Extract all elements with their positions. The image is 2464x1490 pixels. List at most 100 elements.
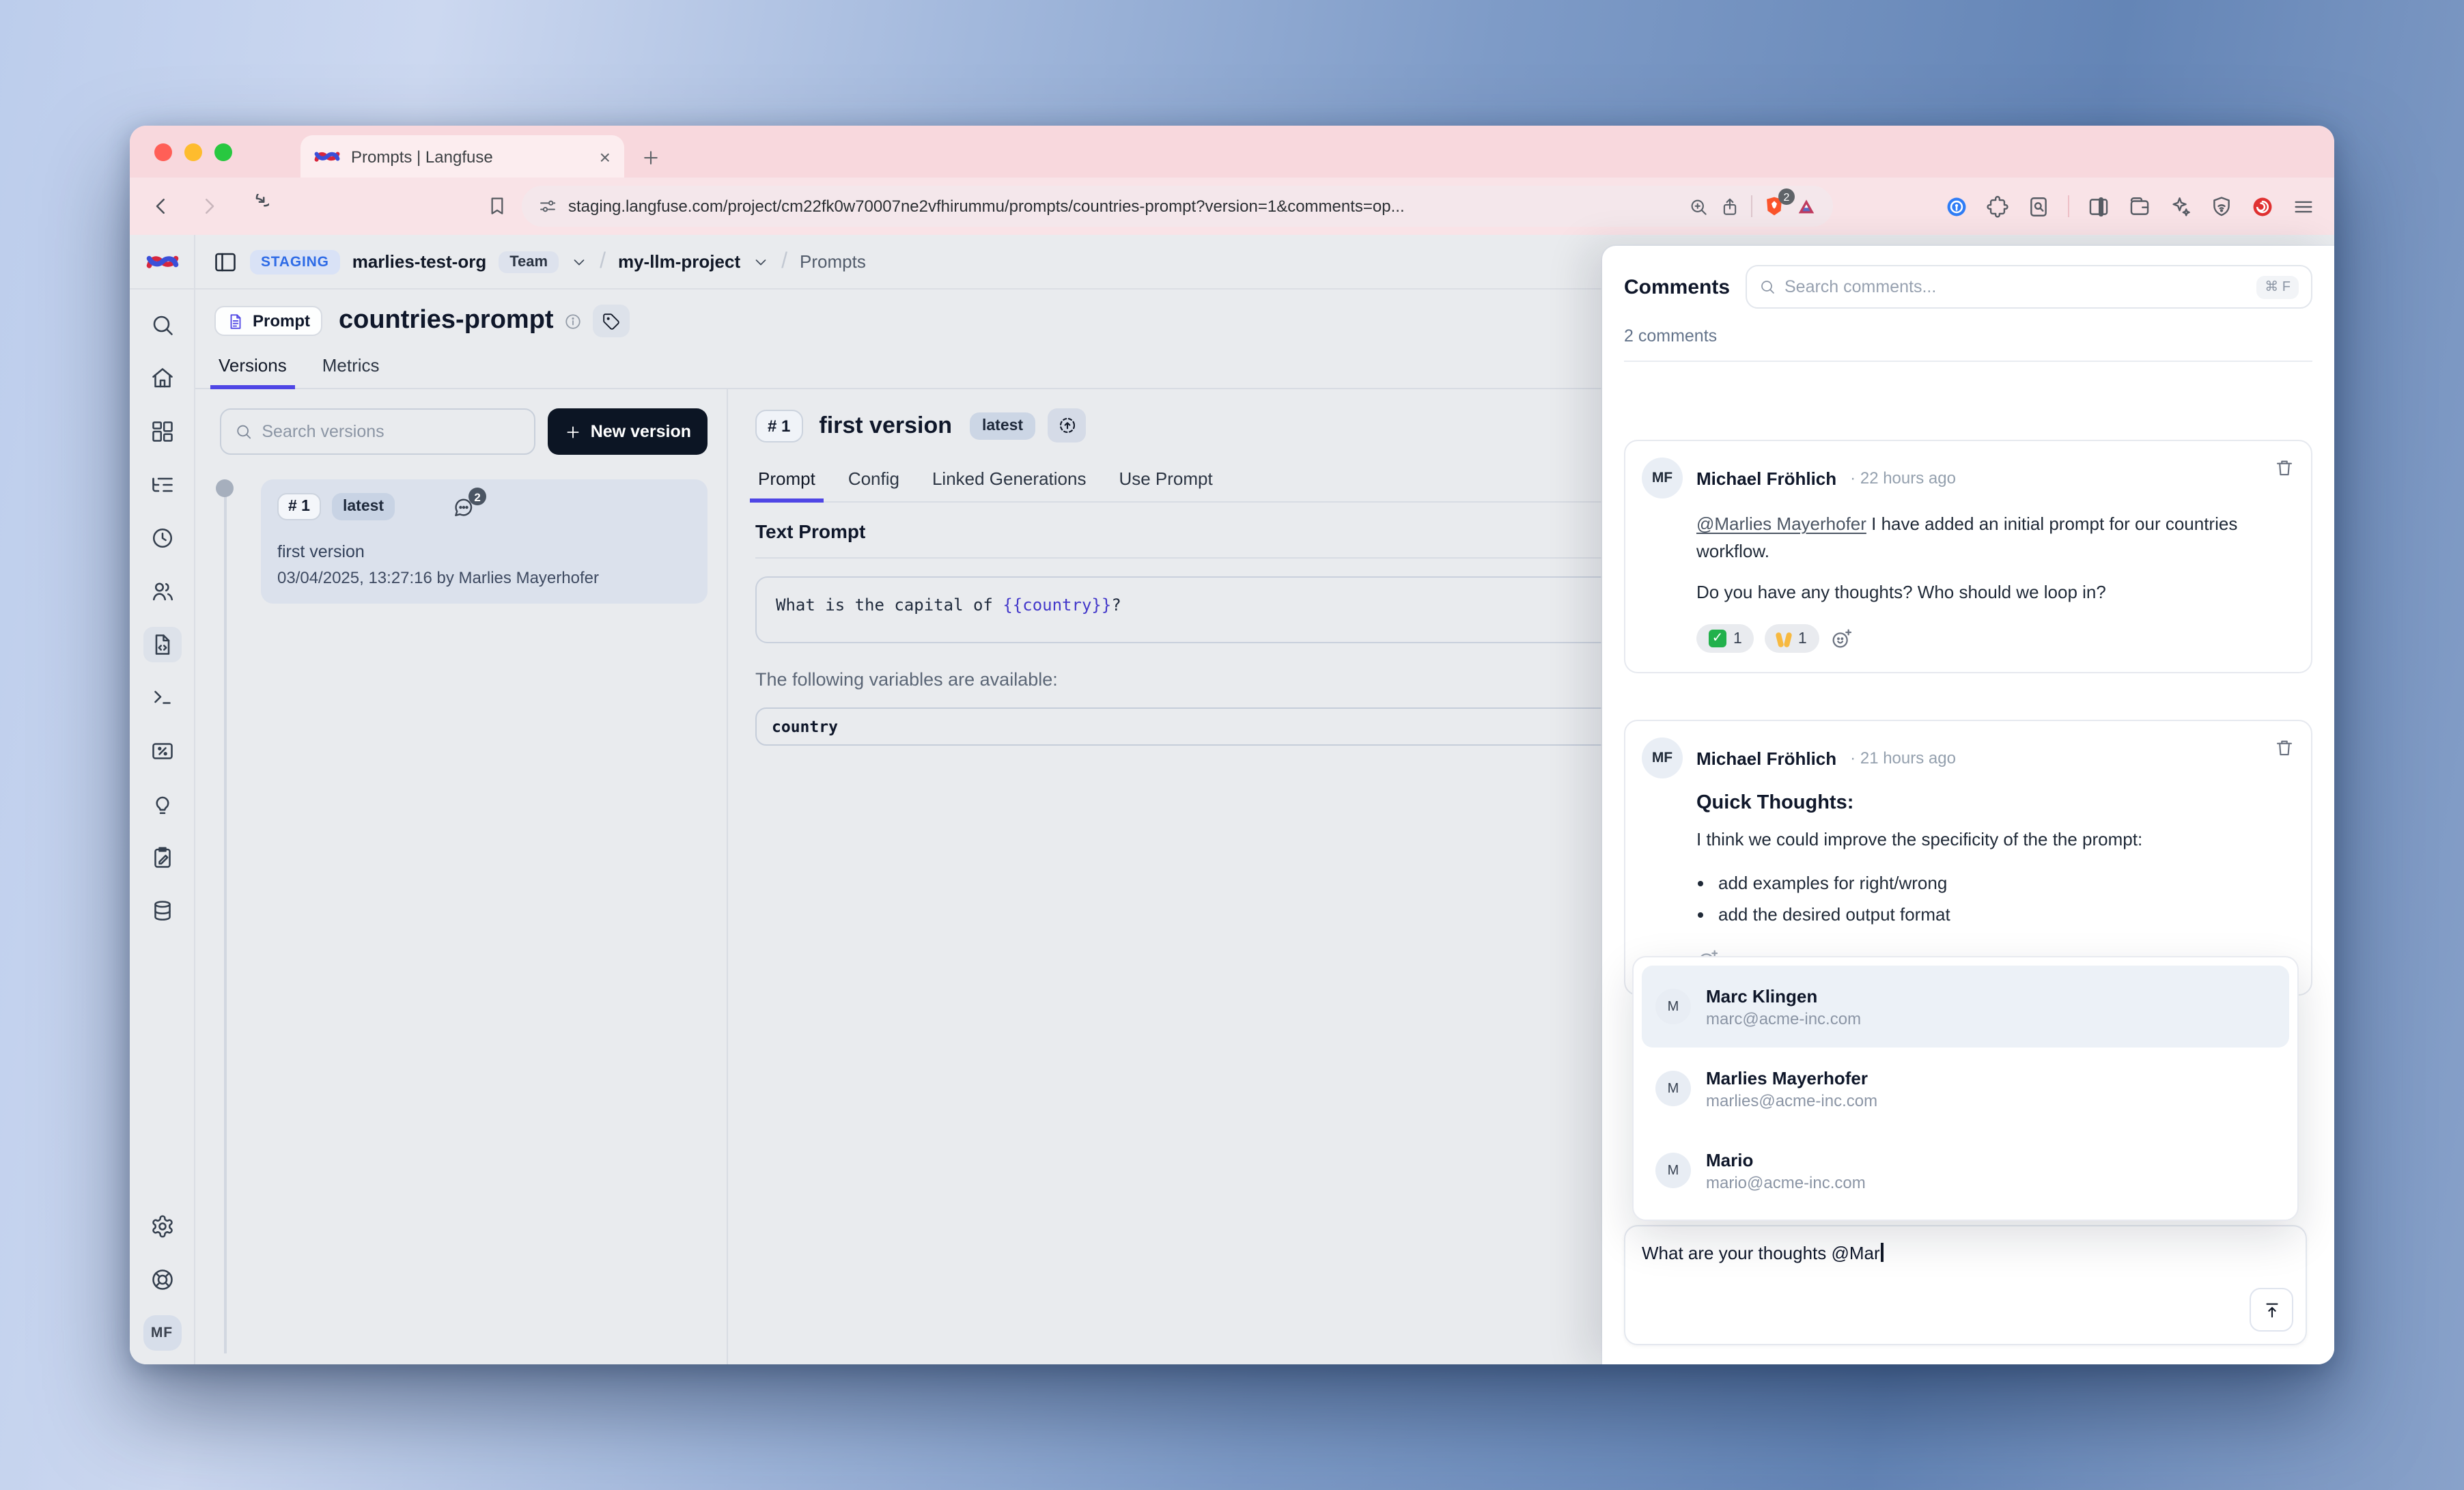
breadcrumb: STAGING marlies-test-org Team my-llm-pro… xyxy=(195,235,2334,290)
menu-hamburger-icon[interactable] xyxy=(2292,195,2315,218)
text-prompt-heading: Text Prompt xyxy=(755,503,2334,559)
bat-rewards-icon[interactable] xyxy=(1796,196,1817,216)
tab-use-prompt[interactable]: Use Prompt xyxy=(1119,468,1213,489)
comment-composer[interactable]: What are your thoughts @Mar xyxy=(1624,1225,2307,1345)
version-list-item[interactable]: # 1 latest 2 first version 03/04/2025, 1… xyxy=(261,479,708,604)
sidebar-toggle-icon[interactable] xyxy=(213,249,238,274)
close-tab-icon[interactable]: × xyxy=(599,145,611,167)
sidebar-support-icon[interactable] xyxy=(143,1262,181,1297)
sidebar-dashboard-icon[interactable] xyxy=(143,414,181,449)
maximize-window-button[interactable] xyxy=(214,143,232,161)
prompt-variable: {{country}} xyxy=(1003,595,1112,615)
reaction-hands-pill[interactable]: 1 xyxy=(1765,624,1819,653)
info-icon[interactable] xyxy=(565,312,583,330)
sidebar-search-icon[interactable] xyxy=(143,307,181,343)
mention-option[interactable]: M Marc Klingen marc@acme-inc.com xyxy=(1642,966,2289,1048)
mention-email: mario@acme-inc.com xyxy=(1706,1172,1866,1192)
close-window-button[interactable] xyxy=(154,143,172,161)
tag-button[interactable] xyxy=(593,305,630,337)
reaction-check-pill[interactable]: 1 xyxy=(1696,624,1754,653)
sidebar-evaluation-icon[interactable] xyxy=(143,733,181,769)
browser-tab[interactable]: Prompts | Langfuse × xyxy=(300,135,624,178)
search-tab-icon[interactable] xyxy=(2027,195,2050,218)
mention-option[interactable]: M Marlies Mayerhofer marlies@acme-inc.co… xyxy=(1642,1048,2289,1129)
sidebar-annotation-icon[interactable] xyxy=(143,787,181,822)
chevron-down-icon[interactable] xyxy=(571,253,587,270)
tab-config[interactable]: Config xyxy=(848,468,899,489)
page-tabs: Versions Metrics xyxy=(195,350,2334,389)
sidebar-prompts-icon[interactable] xyxy=(143,627,181,662)
comments-bubble-icon[interactable]: 2 xyxy=(452,488,487,519)
zoom-in-icon[interactable] xyxy=(1688,196,1709,216)
site-settings-icon[interactable] xyxy=(538,197,557,216)
bullet-item: add the desired output format xyxy=(1718,899,2295,931)
delete-comment-icon[interactable] xyxy=(2274,738,2295,759)
sidebar-playground-icon[interactable] xyxy=(143,680,181,716)
breadcrumb-project[interactable]: my-llm-project xyxy=(617,251,741,272)
promote-version-button[interactable] xyxy=(1048,408,1087,442)
sidebar-sessions-icon[interactable] xyxy=(143,520,181,556)
wallet-icon[interactable] xyxy=(2128,195,2151,218)
minimize-window-button[interactable] xyxy=(184,143,202,161)
version-meta: 03/04/2025, 13:27:16 by Marlies Mayerhof… xyxy=(277,568,599,587)
tab-linked-generations[interactable]: Linked Generations xyxy=(932,468,1087,489)
breadcrumb-org[interactable]: marlies-test-org xyxy=(352,251,487,272)
composer-text[interactable]: What are your thoughts @Mar xyxy=(1642,1243,1880,1263)
user-avatar[interactable]: MF xyxy=(143,1315,181,1351)
mention-link[interactable]: @Marlies Mayerhofer xyxy=(1696,514,1866,534)
sidebar-queues-icon[interactable] xyxy=(143,840,181,875)
tab-versions[interactable]: Versions xyxy=(210,350,295,389)
mention-option[interactable]: M Mario mario@acme-inc.com xyxy=(1642,1129,2289,1211)
delete-comment-icon[interactable] xyxy=(2274,458,2295,478)
comments-search[interactable]: ⌘ F xyxy=(1745,265,2312,309)
sidebar-home-icon[interactable] xyxy=(143,361,181,396)
versions-search[interactable] xyxy=(220,408,536,455)
sidebar-settings-icon[interactable] xyxy=(143,1209,181,1244)
rewards-swirl-icon[interactable] xyxy=(2251,195,2274,218)
comment-author: Michael Fröhlich xyxy=(1696,748,1837,769)
forward-button[interactable] xyxy=(197,194,221,219)
comment-card: MF Michael Fröhlich 22 hours ago @Marlie… xyxy=(1624,440,2312,674)
sidebar-datasets-icon[interactable] xyxy=(143,893,181,929)
vpn-shield-icon[interactable] xyxy=(2210,195,2233,218)
tab-metrics[interactable]: Metrics xyxy=(322,355,380,376)
sidebar-tracing-icon[interactable] xyxy=(143,467,181,503)
langfuse-logo[interactable] xyxy=(130,235,194,290)
new-version-button[interactable]: New version xyxy=(548,408,708,455)
reactions-row: 1 1 xyxy=(1696,624,2295,653)
bookmark-icon[interactable] xyxy=(486,195,508,217)
mention-name: Mario xyxy=(1706,1149,1754,1170)
tab-prompt[interactable]: Prompt xyxy=(750,463,824,503)
extensions-puzzle-icon[interactable] xyxy=(1986,195,2009,218)
check-mark-emoji xyxy=(1709,630,1726,648)
reload-button[interactable] xyxy=(244,194,269,219)
password-manager-icon[interactable] xyxy=(1945,195,1968,218)
ai-sparkles-icon[interactable] xyxy=(2169,195,2192,218)
window-controls xyxy=(154,143,232,161)
url-text[interactable]: staging.langfuse.com/project/cm22fk0w700… xyxy=(568,197,1405,216)
app-sidebar: MF xyxy=(130,235,195,1364)
comments-search-input[interactable] xyxy=(1784,277,2248,296)
back-button[interactable] xyxy=(149,194,173,219)
page-header: Prompt countries-prompt xyxy=(195,290,2334,337)
add-reaction-icon[interactable] xyxy=(1830,628,1852,650)
detail-tabs: Prompt Config Linked Generations Use Pro… xyxy=(750,463,2334,503)
submit-comment-button[interactable] xyxy=(2250,1288,2293,1332)
mention-name: Marlies Mayerhofer xyxy=(1706,1067,1868,1088)
share-icon[interactable] xyxy=(1720,196,1740,216)
langfuse-favicon xyxy=(314,152,340,162)
new-tab-button[interactable] xyxy=(641,147,661,168)
chevron-down-icon[interactable] xyxy=(753,253,769,270)
address-bar[interactable]: staging.langfuse.com/project/cm22fk0w700… xyxy=(522,186,1833,227)
sidebar-users-icon[interactable] xyxy=(143,574,181,609)
content-area: New version # 1 latest 2 xyxy=(195,389,2334,1364)
mention-email: marc@acme-inc.com xyxy=(1706,1009,1862,1028)
breadcrumb-separator xyxy=(600,249,606,274)
variable-chip[interactable]: country xyxy=(755,707,2334,746)
sidebar-panel-icon[interactable] xyxy=(2087,195,2110,218)
comments-count: 2 comments xyxy=(1624,326,1718,346)
breadcrumb-section[interactable]: Prompts xyxy=(800,251,866,272)
brave-shields-icon[interactable]: 2 xyxy=(1763,188,1795,217)
browser-tab-strip: Prompts | Langfuse × xyxy=(130,126,2334,178)
versions-search-input[interactable] xyxy=(262,422,521,441)
